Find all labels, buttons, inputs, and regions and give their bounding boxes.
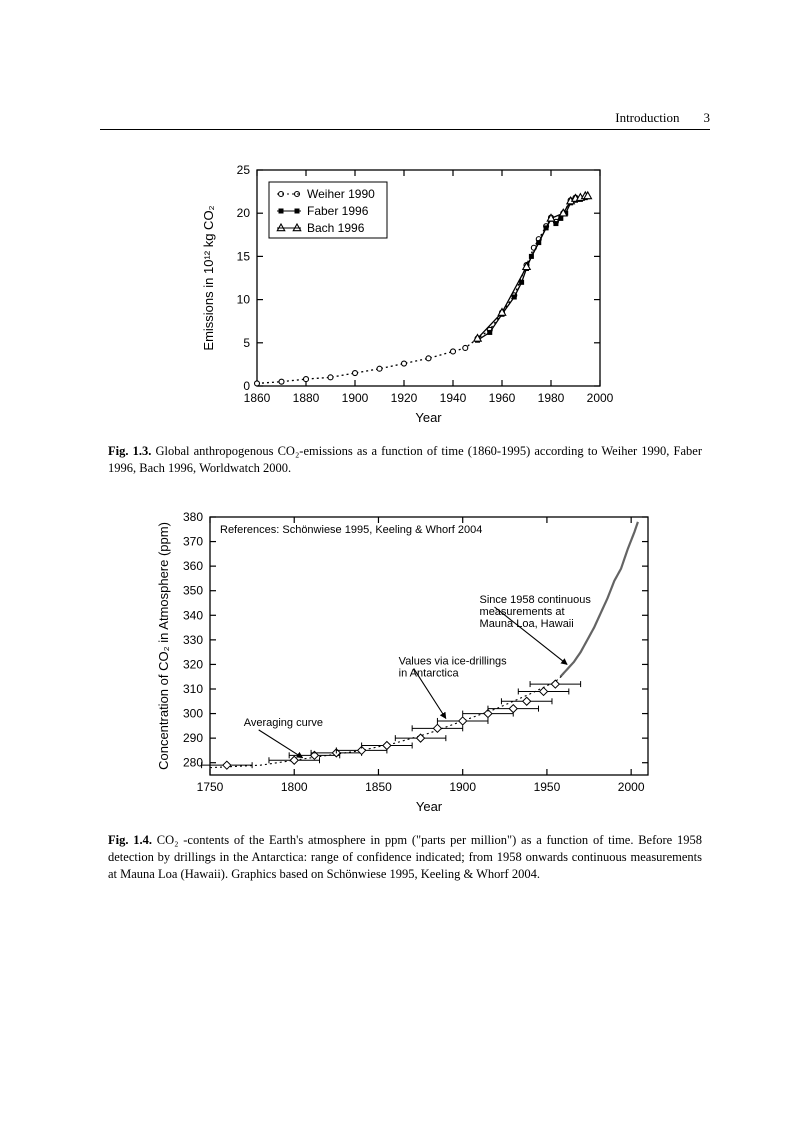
svg-text:2000: 2000 bbox=[618, 780, 645, 794]
figure-1-3-caption: Fig. 1.3. Global anthropogenous CO₂-emis… bbox=[108, 443, 702, 477]
svg-text:360: 360 bbox=[183, 559, 203, 573]
svg-text:1850: 1850 bbox=[365, 780, 392, 794]
svg-text:1980: 1980 bbox=[538, 391, 565, 405]
svg-text:340: 340 bbox=[183, 608, 203, 622]
svg-text:20: 20 bbox=[237, 206, 251, 220]
svg-text:10: 10 bbox=[237, 293, 251, 307]
svg-text:1900: 1900 bbox=[449, 780, 476, 794]
svg-text:370: 370 bbox=[183, 534, 203, 548]
svg-text:5: 5 bbox=[243, 336, 250, 350]
svg-text:25: 25 bbox=[237, 163, 251, 177]
svg-text:380: 380 bbox=[183, 510, 203, 524]
co2-concentration-chart: 1750 1800 1850 1900 1950 2000 280 290 300 310 320 3… bbox=[150, 507, 660, 817]
svg-text:References: Schönwiese 1995, K: References: Schönwiese 1995, Keeling & W… bbox=[220, 524, 482, 536]
svg-text:300: 300 bbox=[183, 706, 203, 720]
svg-text:1880: 1880 bbox=[293, 391, 320, 405]
svg-text:330: 330 bbox=[183, 633, 203, 647]
svg-text:Bach 1996: Bach 1996 bbox=[307, 221, 365, 235]
svg-text:320: 320 bbox=[183, 657, 203, 671]
svg-text:1940: 1940 bbox=[440, 391, 467, 405]
svg-text:1900: 1900 bbox=[342, 391, 369, 405]
svg-text:290: 290 bbox=[183, 731, 203, 745]
page-number: 3 bbox=[704, 110, 711, 126]
page-header: Introduction 3 bbox=[100, 110, 710, 130]
svg-text:measurements at: measurements at bbox=[480, 606, 565, 618]
svg-text:Weiher 1990: Weiher 1990 bbox=[307, 187, 375, 201]
figure-1-4: 1750 1800 1850 1900 1950 2000 280 290 300 310 320 3… bbox=[100, 507, 710, 822]
svg-text:1750: 1750 bbox=[197, 780, 224, 794]
figure-1-3: 1860 1880 1900 1920 1940 1960 1980 2000 0 5 10 15 20… bbox=[100, 158, 710, 433]
svg-text:1860: 1860 bbox=[244, 391, 271, 405]
co2-emissions-chart: 1860 1880 1900 1920 1940 1960 1980 2000 0 5 10 15 20… bbox=[195, 158, 615, 428]
svg-text:1960: 1960 bbox=[489, 391, 516, 405]
caption-lead: Fig. 1.4. bbox=[108, 833, 152, 847]
header-title: Introduction bbox=[615, 110, 679, 126]
svg-text:Emissions in 10¹² kg CO₂: Emissions in 10¹² kg CO₂ bbox=[201, 205, 216, 350]
figure-1-4-caption: Fig. 1.4. CO₂ -contents of the Earth's a… bbox=[108, 832, 702, 883]
caption-lead: Fig. 1.3. bbox=[108, 444, 151, 458]
caption-text: CO₂ -contents of the Earth's atmosphere … bbox=[108, 833, 702, 881]
svg-text:Since 1958 continuous: Since 1958 continuous bbox=[480, 594, 592, 606]
svg-text:1950: 1950 bbox=[534, 780, 561, 794]
svg-text:Year: Year bbox=[416, 799, 443, 814]
svg-text:Values via ice-drillings: Values via ice-drillings bbox=[399, 655, 508, 667]
svg-text:280: 280 bbox=[183, 755, 203, 769]
caption-text: Global anthropogenous CO₂-emissions as a… bbox=[108, 444, 702, 475]
svg-text:Averaging curve: Averaging curve bbox=[244, 717, 323, 729]
svg-text:in Antarctica: in Antarctica bbox=[399, 667, 460, 679]
svg-text:0: 0 bbox=[243, 379, 250, 393]
svg-text:Year: Year bbox=[415, 410, 442, 425]
svg-text:310: 310 bbox=[183, 682, 203, 696]
svg-text:350: 350 bbox=[183, 583, 203, 597]
svg-text:Mauna Loa, Hawaii: Mauna Loa, Hawaii bbox=[480, 618, 574, 630]
svg-text:2000: 2000 bbox=[587, 391, 614, 405]
svg-text:1920: 1920 bbox=[391, 391, 418, 405]
svg-text:Concentration of CO₂ in Atmosp: Concentration of CO₂ in Atmosphere (ppm) bbox=[156, 522, 171, 770]
svg-text:15: 15 bbox=[237, 249, 251, 263]
svg-text:Faber 1996: Faber 1996 bbox=[307, 204, 369, 218]
svg-text:1800: 1800 bbox=[281, 780, 308, 794]
